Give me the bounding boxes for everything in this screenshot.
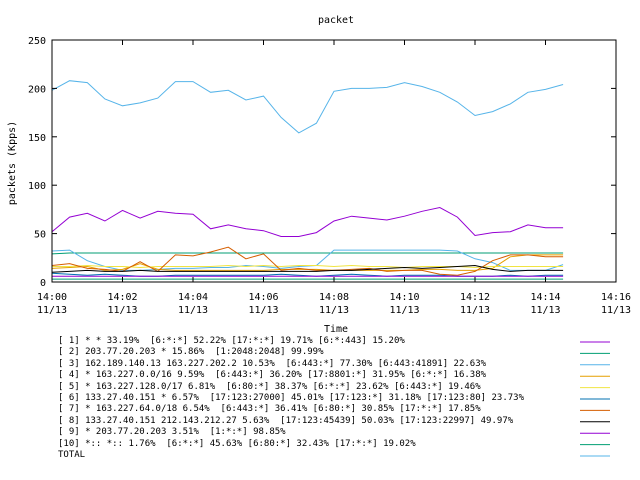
y-ticks: 0 50 100 150 200 250 xyxy=(28,36,616,289)
y-tick-label: 100 xyxy=(28,181,46,192)
x-tick-date: 11/13 xyxy=(601,305,631,316)
x-tick-date: 11/13 xyxy=(37,305,67,316)
x-tick-date: 11/13 xyxy=(389,305,419,316)
series-line-2 xyxy=(51,252,564,255)
series-line-11 xyxy=(51,80,564,134)
x-tick-date: 11/13 xyxy=(319,305,349,316)
x-axis-label: Time xyxy=(324,324,348,335)
plot-frame xyxy=(51,39,617,283)
x-tick-label: 14:00 xyxy=(37,292,67,303)
chart-title: packet xyxy=(318,15,354,26)
x-tick-date: 11/13 xyxy=(530,305,560,316)
y-tick-label: 50 xyxy=(34,230,46,241)
x-tick-label: 14:14 xyxy=(530,292,560,303)
series-lines xyxy=(51,80,564,280)
y-tick-label: 0 xyxy=(40,278,46,289)
series-line-1 xyxy=(51,206,564,237)
x-tick-label: 14:12 xyxy=(460,292,490,303)
x-tick-label: 14:16 xyxy=(601,292,631,303)
y-axis-label: packets (Kpps) xyxy=(7,121,18,205)
y-tick-label: 250 xyxy=(28,36,46,47)
legend-swatches xyxy=(580,341,610,457)
y-tick-label: 150 xyxy=(28,133,46,144)
x-tick-label: 14:08 xyxy=(319,292,349,303)
x-tick-date: 11/13 xyxy=(178,305,208,316)
y-tick-label: 200 xyxy=(28,84,46,95)
x-tick-label: 14:04 xyxy=(178,292,208,303)
series-line-7 xyxy=(51,246,564,276)
x-tick-label: 14:10 xyxy=(389,292,419,303)
x-ticks: 14:00 11/13 14:02 11/13 14:04 11/13 14:06 11/13… xyxy=(37,40,631,316)
x-tick-label: 14:06 xyxy=(248,292,278,303)
x-tick-label: 14:02 xyxy=(107,292,137,303)
x-tick-date: 11/13 xyxy=(107,305,137,316)
x-tick-date: 11/13 xyxy=(460,305,490,316)
x-tick-date: 11/13 xyxy=(248,305,278,316)
series-line-8 xyxy=(51,264,564,273)
series-line-5 xyxy=(52,264,564,269)
